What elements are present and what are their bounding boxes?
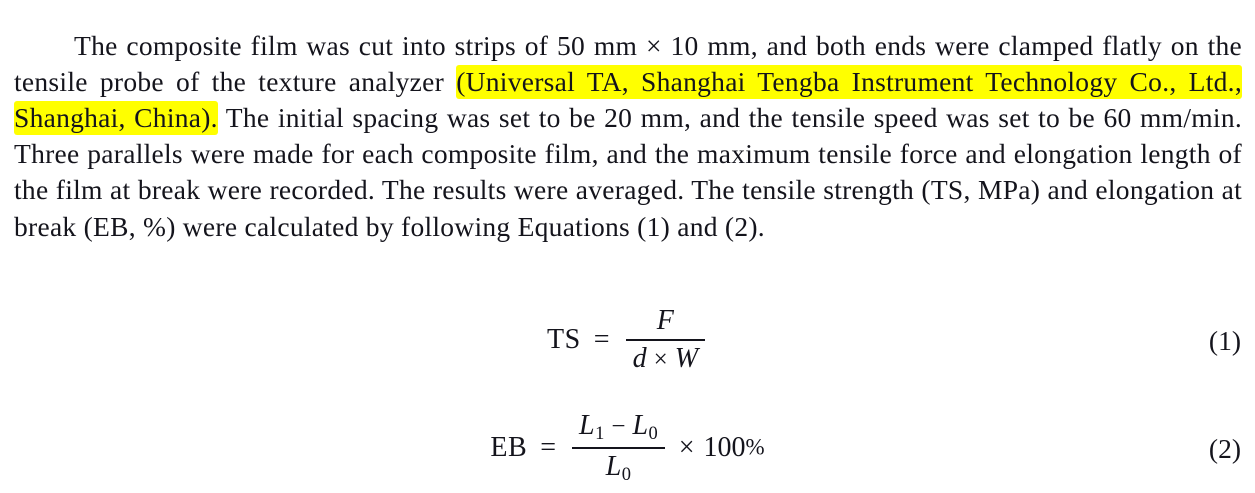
equation-2-numerator-left-subscript: 1 <box>595 423 605 444</box>
equation-1-denominator-right: W <box>674 342 699 374</box>
equation-2-tail: × 100% <box>679 432 765 464</box>
equation-2-fraction-bar <box>572 447 665 449</box>
equation-1-numerator: F <box>656 304 674 336</box>
equation-2-equals-sign: = <box>540 432 557 463</box>
equation-1-fraction-bar <box>625 339 706 341</box>
equation-2-numerator-operator: − <box>611 413 626 441</box>
equation-2-number: (2) <box>1208 433 1241 464</box>
equation-1-denominator-left: d <box>632 342 647 374</box>
paragraph-text-before-highlight: The composite film was cut into strips o… <box>14 29 1242 97</box>
equation-2-row: EB = L1− L0 L0 × 100% <box>0 404 1255 492</box>
equation-2-denominator-subscript: 0 <box>621 463 632 484</box>
equation-1-number: (1) <box>1208 325 1241 356</box>
equation-1-equals-sign: = <box>593 324 610 355</box>
paragraph-text-after-highlight: The initial spacing was set to be 20 mm,… <box>14 101 1243 242</box>
equation-2-fraction: L1− L0 L0 <box>572 410 665 485</box>
equation-1-denominator-operator: × <box>653 345 668 373</box>
equation-2-lhs: EB <box>490 432 528 463</box>
equation-1-fraction: F d × W <box>625 304 706 374</box>
equation-1-lhs: TS <box>546 324 581 355</box>
equation-1-denominator: d × W <box>626 341 705 374</box>
equation-2-denominator-symbol: L <box>605 450 622 482</box>
equation-2-numerator-right-subscript: 0 <box>648 423 658 444</box>
equation-2-math: EB = L1− L0 L0 × 100% <box>490 410 765 485</box>
equation-2-tail-operator: × <box>678 432 695 463</box>
body-paragraph: The composite film was cut into strips o… <box>14 28 1242 245</box>
equation-1-row: TS = F d × W <box>0 296 1255 384</box>
equation-2-numerator-left-symbol: L <box>579 410 595 442</box>
equation-2-numerator-right-symbol: L <box>632 410 649 442</box>
equation-2-numerator: L1− L0 <box>572 410 665 447</box>
equation-2-denominator: L0 <box>599 449 638 485</box>
equation-1-math: TS = F d × W <box>546 304 708 374</box>
equation-2-tail-value: 100 <box>703 432 746 463</box>
equation-2-tail-unit: % <box>745 434 765 460</box>
